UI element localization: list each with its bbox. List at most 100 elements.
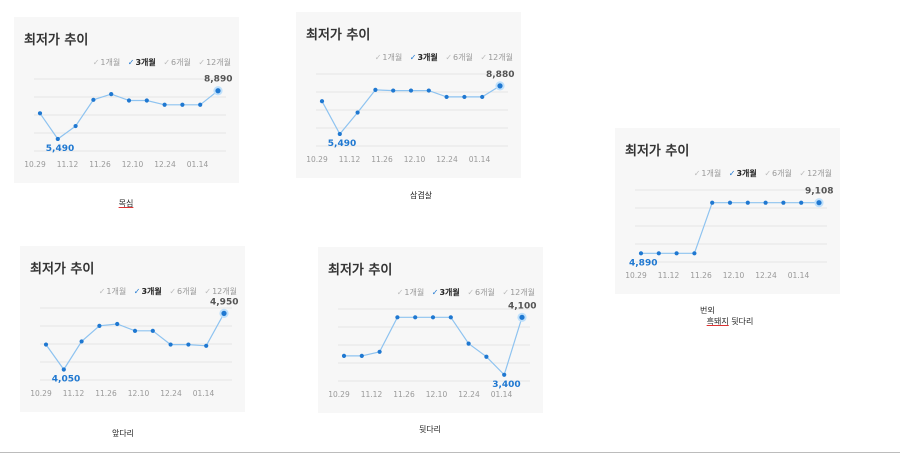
tab-1-month[interactable]: ✓1개월 xyxy=(374,53,403,62)
tab-3-months[interactable]: ✓3개월 xyxy=(728,169,757,178)
max-price-label: 9,108 xyxy=(805,187,833,197)
tab-1-month[interactable]: ✓1개월 xyxy=(92,58,121,67)
x-tick-label: 12.10 xyxy=(404,155,426,164)
price-point xyxy=(448,315,453,320)
latest-price-point xyxy=(517,312,527,322)
x-tick-label: 01.14 xyxy=(193,389,215,398)
check-icon: ✓ xyxy=(374,53,382,62)
tab-12-months[interactable]: ✓12개월 xyxy=(799,169,832,178)
x-tick-label: 01.14 xyxy=(491,390,513,399)
x-tick-label: 11.26 xyxy=(95,389,117,398)
tab-12-months[interactable]: ✓12개월 xyxy=(198,58,231,67)
min-price-label: 4,890 xyxy=(629,258,657,268)
check-icon: ✓ xyxy=(764,169,772,178)
panel-title: 최저가 추이 xyxy=(306,28,371,43)
check-icon: ✓ xyxy=(409,53,417,62)
price-point xyxy=(745,200,750,205)
x-tick-label: 11.12 xyxy=(57,160,79,169)
x-tick-label: 12.24 xyxy=(154,160,176,169)
x-tick-label: 11.12 xyxy=(361,390,383,399)
check-icon: ✓ xyxy=(799,169,807,178)
price-trend-panel: 최저가 추이 ✓1개월 ✓3개월 ✓6개월 ✓12개월 4,950 4,050 10… xyxy=(20,246,245,412)
tab-12-months[interactable]: ✓12개월 xyxy=(480,53,513,62)
price-point xyxy=(61,367,66,372)
tab-3-months[interactable]: ✓3개월 xyxy=(431,288,460,297)
period-tabs: ✓1개월 ✓3개월 ✓6개월 ✓12개월 xyxy=(689,168,832,179)
series-line xyxy=(45,313,225,371)
price-point xyxy=(502,372,507,377)
max-price-label: 8,890 xyxy=(204,75,232,85)
check-icon: ✓ xyxy=(480,53,488,62)
price-point xyxy=(180,102,185,107)
price-point xyxy=(413,315,418,320)
period-tabs: ✓1개월 ✓3개월 ✓6개월 ✓12개월 xyxy=(94,286,237,297)
price-point xyxy=(692,251,697,256)
tab-3-months[interactable]: ✓3개월 xyxy=(133,287,162,296)
price-point xyxy=(656,251,661,256)
tab-3-months[interactable]: ✓3개월 xyxy=(127,58,156,67)
tab-6-months[interactable]: ✓6개월 xyxy=(445,53,473,62)
x-tick-label: 12.10 xyxy=(122,160,144,169)
tab-1-month[interactable]: ✓1개월 xyxy=(98,287,127,296)
x-tick-label: 11.12 xyxy=(63,389,85,398)
x-tick-label: 12.24 xyxy=(458,390,480,399)
price-point xyxy=(444,94,449,100)
price-trend-panel: 최저가 추이 ✓1개월 ✓3개월 ✓6개월 ✓12개월 8,880 5,490 10… xyxy=(296,12,521,178)
price-point xyxy=(73,123,78,129)
period-tabs: ✓1개월 ✓3개월 ✓6개월 ✓12개월 xyxy=(392,287,535,298)
latest-price-point xyxy=(495,81,505,91)
tab-6-months[interactable]: ✓6개월 xyxy=(764,169,792,178)
price-point xyxy=(408,88,414,93)
price-point xyxy=(144,98,149,103)
x-tick-label: 12.24 xyxy=(160,389,182,398)
check-icon: ✓ xyxy=(133,287,141,296)
check-icon: ✓ xyxy=(445,53,453,62)
check-icon: ✓ xyxy=(169,287,177,296)
check-icon: ✓ xyxy=(502,288,510,297)
x-tick-label: 10.29 xyxy=(328,390,350,399)
price-point xyxy=(319,99,325,104)
check-icon: ✓ xyxy=(431,288,439,297)
check-icon: ✓ xyxy=(98,287,106,296)
tab-1-month[interactable]: ✓1개월 xyxy=(693,169,722,178)
price-point xyxy=(55,136,60,142)
price-point xyxy=(162,102,167,107)
tab-12-months[interactable]: ✓12개월 xyxy=(502,288,535,297)
price-point xyxy=(37,111,43,116)
price-point xyxy=(462,94,467,100)
x-tick-label: 12.10 xyxy=(426,390,448,399)
min-price-label: 4,050 xyxy=(52,375,80,385)
max-price-label: 4,100 xyxy=(508,301,536,311)
x-tick-label: 12.10 xyxy=(128,389,150,398)
latest-price-point xyxy=(219,308,229,318)
tab-6-months[interactable]: ✓6개월 xyxy=(163,58,191,67)
price-point xyxy=(727,200,733,205)
price-trend-panel: 최저가 추이 ✓1개월 ✓3개월 ✓6개월 ✓12개월 8,890 5,490 10… xyxy=(14,17,239,183)
price-point xyxy=(115,321,120,327)
price-point xyxy=(168,342,173,347)
panel-title: 최저가 추이 xyxy=(24,33,89,48)
price-point xyxy=(91,97,96,102)
check-icon: ✓ xyxy=(198,58,206,67)
min-price-label: 3,400 xyxy=(492,380,520,390)
min-price-label: 5,490 xyxy=(328,139,356,149)
panel-title: 최저가 추이 xyxy=(625,144,690,159)
price-point xyxy=(359,353,364,359)
x-tick-label: 11.26 xyxy=(89,160,111,169)
tab-6-months[interactable]: ✓6개월 xyxy=(169,287,197,296)
tab-6-months[interactable]: ✓6개월 xyxy=(467,288,495,297)
x-tick-label: 11.12 xyxy=(339,155,361,164)
tab-1-month[interactable]: ✓1개월 xyxy=(396,288,425,297)
x-tick-label: 01.14 xyxy=(187,160,209,169)
chart-caption: 뒷다리 xyxy=(418,425,442,434)
price-point xyxy=(150,328,155,333)
series-line xyxy=(641,202,819,254)
check-icon: ✓ xyxy=(92,58,100,67)
tab-12-months[interactable]: ✓12개월 xyxy=(204,287,237,296)
price-point xyxy=(799,200,804,205)
tab-3-months[interactable]: ✓3개월 xyxy=(409,53,438,62)
price-point xyxy=(198,102,203,107)
